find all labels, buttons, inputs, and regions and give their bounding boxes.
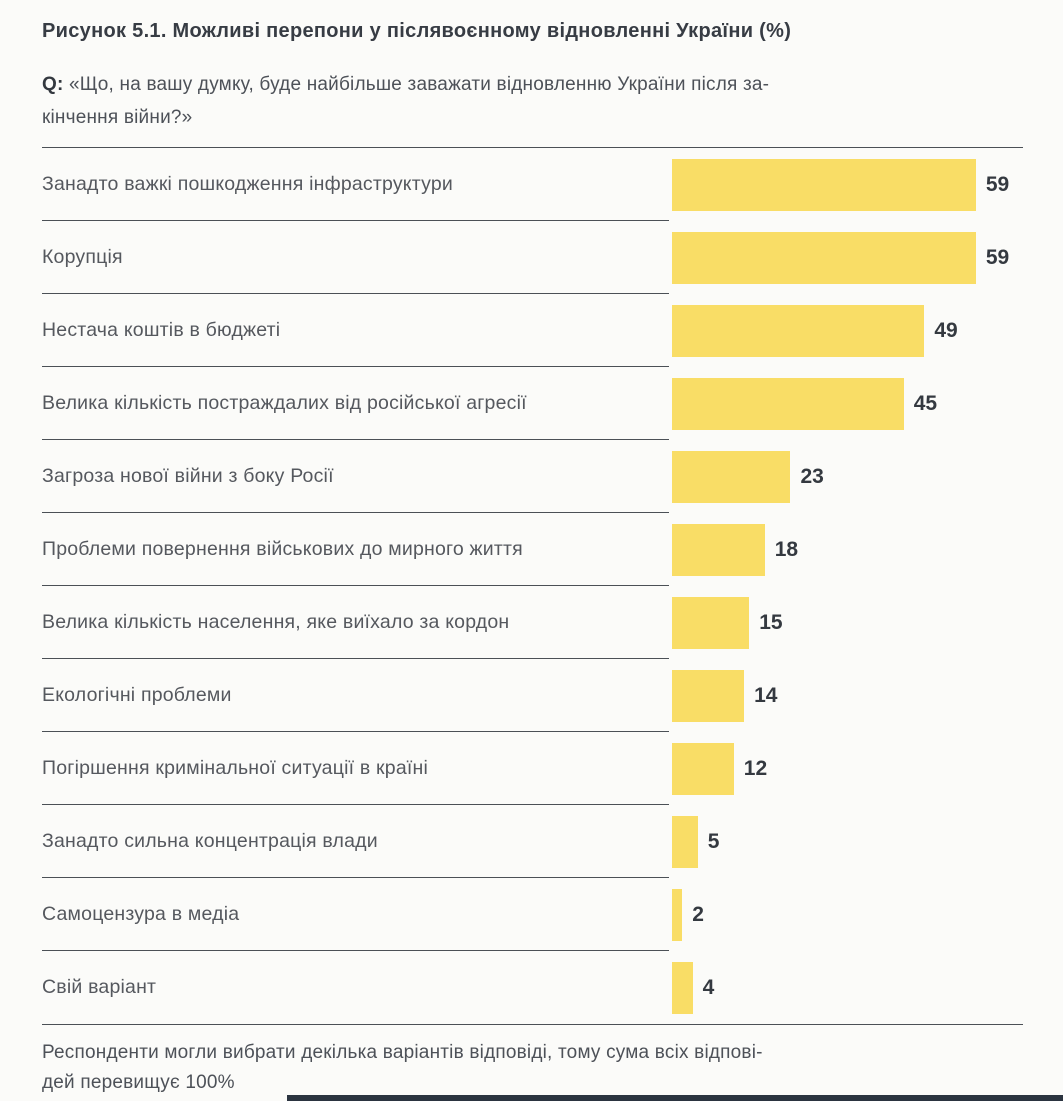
row-label: Проблеми повернення військових до мирног…: [42, 513, 669, 586]
footnote: Респонденти могли вибрати декілька варіа…: [42, 1038, 1023, 1098]
bar-value: 45: [913, 391, 938, 415]
chart-row: Нестача коштів в бюджеті 49: [42, 294, 1023, 367]
bottom-accent-bar: [287, 1095, 1063, 1101]
bar: [672, 523, 765, 576]
bar-cell: 14: [669, 659, 1023, 732]
bar-cell: 4: [669, 951, 1023, 1024]
bar-value: 59: [985, 172, 1010, 196]
bar-cell: 59: [669, 221, 1023, 294]
row-label: Занадто важкі пошкодження інфраструктури: [42, 148, 669, 221]
bar-value: 15: [759, 610, 783, 634]
bar-value: 14: [754, 683, 778, 707]
bar: [672, 377, 904, 430]
bar-value: 12: [743, 756, 768, 780]
bar-cell: 5: [669, 805, 1023, 878]
bar-cell: 59: [669, 148, 1023, 221]
bar-value: 4: [702, 975, 715, 999]
bar: [672, 888, 683, 941]
bar-value: 18: [774, 537, 799, 561]
row-label: Свій варіант: [42, 976, 157, 998]
row-label: Велика кількість постраждалих від російс…: [42, 367, 669, 440]
bar-value: 5: [707, 829, 720, 853]
bar-cell: 12: [669, 732, 1023, 805]
bar-value: 49: [934, 318, 958, 342]
row-label: Екологічні проблеми: [42, 659, 669, 732]
row-label: Самоцензура в медіа: [42, 878, 669, 951]
chart-row: Свій варіант 4: [42, 951, 1023, 1024]
footer-divider: [42, 1024, 1023, 1025]
chart-row: Велика кількість населення, яке виїхало …: [42, 586, 1023, 659]
bar: [672, 231, 976, 284]
chart-row: Занадто важкі пошкодження інфраструктури…: [42, 148, 1023, 221]
row-label: Погіршення кримінальної ситуації в країн…: [42, 732, 669, 805]
bar-value: 2: [692, 902, 704, 926]
question-line-1: «Що, на вашу думку, буде найбільше заваж…: [69, 74, 770, 95]
footnote-line-2: дей перевищує 100%: [42, 1072, 235, 1093]
chart-row: Загроза нової війни з боку Росії 23: [42, 440, 1023, 513]
bar: [672, 961, 693, 1014]
bar-cell: 23: [669, 440, 1023, 513]
chart-row: Самоцензура в медіа 2: [42, 878, 1023, 951]
bar: [672, 815, 698, 868]
bar: [672, 596, 750, 649]
bar-value: 59: [985, 245, 1010, 269]
question-prefix: Q:: [42, 74, 64, 95]
chart-row: Погіршення кримінальної ситуації в країн…: [42, 732, 1023, 805]
figure-title: Рисунок 5.1. Можливі перепони у післявоє…: [42, 20, 792, 42]
chart-row: Занадто сильна концентрація влади 5: [42, 805, 1023, 878]
bar: [672, 158, 976, 211]
bar: [672, 669, 745, 722]
chart-row: Велика кількість постраждалих від російс…: [42, 367, 1023, 440]
bar-cell: 15: [669, 586, 1023, 659]
bar-cell: 45: [669, 367, 1023, 440]
row-label: Корупція: [42, 221, 669, 294]
bar-cell: 18: [669, 513, 1023, 586]
footnote-line-1: Респонденти могли вибрати декілька варіа…: [42, 1042, 763, 1063]
row-label: Занадто сильна концентрація влади: [42, 805, 669, 878]
row-label: Нестача коштів в бюджеті: [42, 294, 669, 367]
chart-row: Корупція 59: [42, 221, 1023, 294]
bar: [672, 450, 791, 503]
bar: [672, 742, 734, 795]
question-line-2: кінчення війни?»: [42, 107, 193, 128]
bar-value: 23: [800, 464, 824, 488]
survey-question: Q: «Що, на вашу думку, буде найбільше за…: [42, 68, 1023, 134]
chart-row: Екологічні проблеми 14: [42, 659, 1023, 732]
row-label: Загроза нової війни з боку Росії: [42, 440, 669, 513]
chart-row: Проблеми повернення військових до мирног…: [42, 513, 1023, 586]
bar-cell: 2: [669, 878, 1023, 951]
bar-chart: Занадто важкі пошкодження інфраструктури…: [42, 148, 1023, 1024]
bar: [672, 304, 925, 357]
bar-cell: 49: [669, 294, 1023, 367]
top-divider: [42, 147, 1023, 148]
row-label: Велика кількість населення, яке виїхало …: [42, 586, 669, 659]
